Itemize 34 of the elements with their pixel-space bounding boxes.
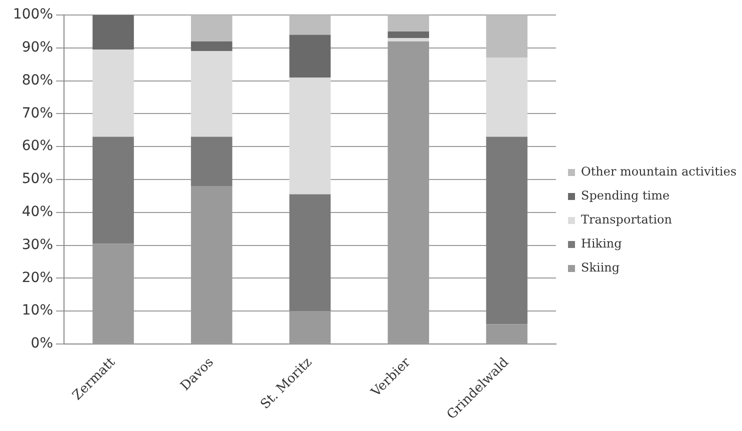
y-tick-label: 100% — [12, 6, 54, 23]
y-tick-label: 80% — [22, 72, 54, 88]
bar — [289, 78, 331, 194]
bar — [190, 51, 232, 137]
bar — [289, 15, 331, 35]
y-tick-label: 90% — [22, 40, 54, 56]
bar — [190, 15, 232, 42]
legend-label: Other mountain activities — [581, 164, 737, 179]
bar — [190, 41, 232, 52]
bar — [92, 50, 134, 137]
legend-label: Skiing — [581, 260, 620, 275]
y-tick-label: 50% — [22, 171, 54, 188]
y-tick-label: 0% — [30, 336, 54, 352]
bar — [388, 31, 430, 38]
legend-label: Spending time — [581, 188, 670, 203]
legend-label: Hiking — [581, 236, 622, 251]
bar — [486, 15, 528, 58]
bar — [289, 194, 331, 312]
bar — [486, 136, 528, 324]
bar — [92, 15, 134, 50]
bar — [388, 38, 430, 42]
y-tick-label: 60% — [22, 138, 54, 154]
bar — [486, 58, 528, 137]
y-tick-label: 40% — [22, 204, 54, 220]
bar — [486, 324, 528, 344]
y-tick-label: 30% — [22, 236, 54, 253]
y-tick-label: 20% — [22, 270, 54, 286]
bar — [388, 15, 430, 32]
y-tick-label: 10% — [22, 302, 54, 319]
bar — [190, 136, 232, 186]
y-tick-label: 70% — [22, 105, 54, 122]
legend-label: Transportation — [581, 212, 672, 227]
bar — [92, 136, 134, 244]
bar — [289, 34, 331, 78]
